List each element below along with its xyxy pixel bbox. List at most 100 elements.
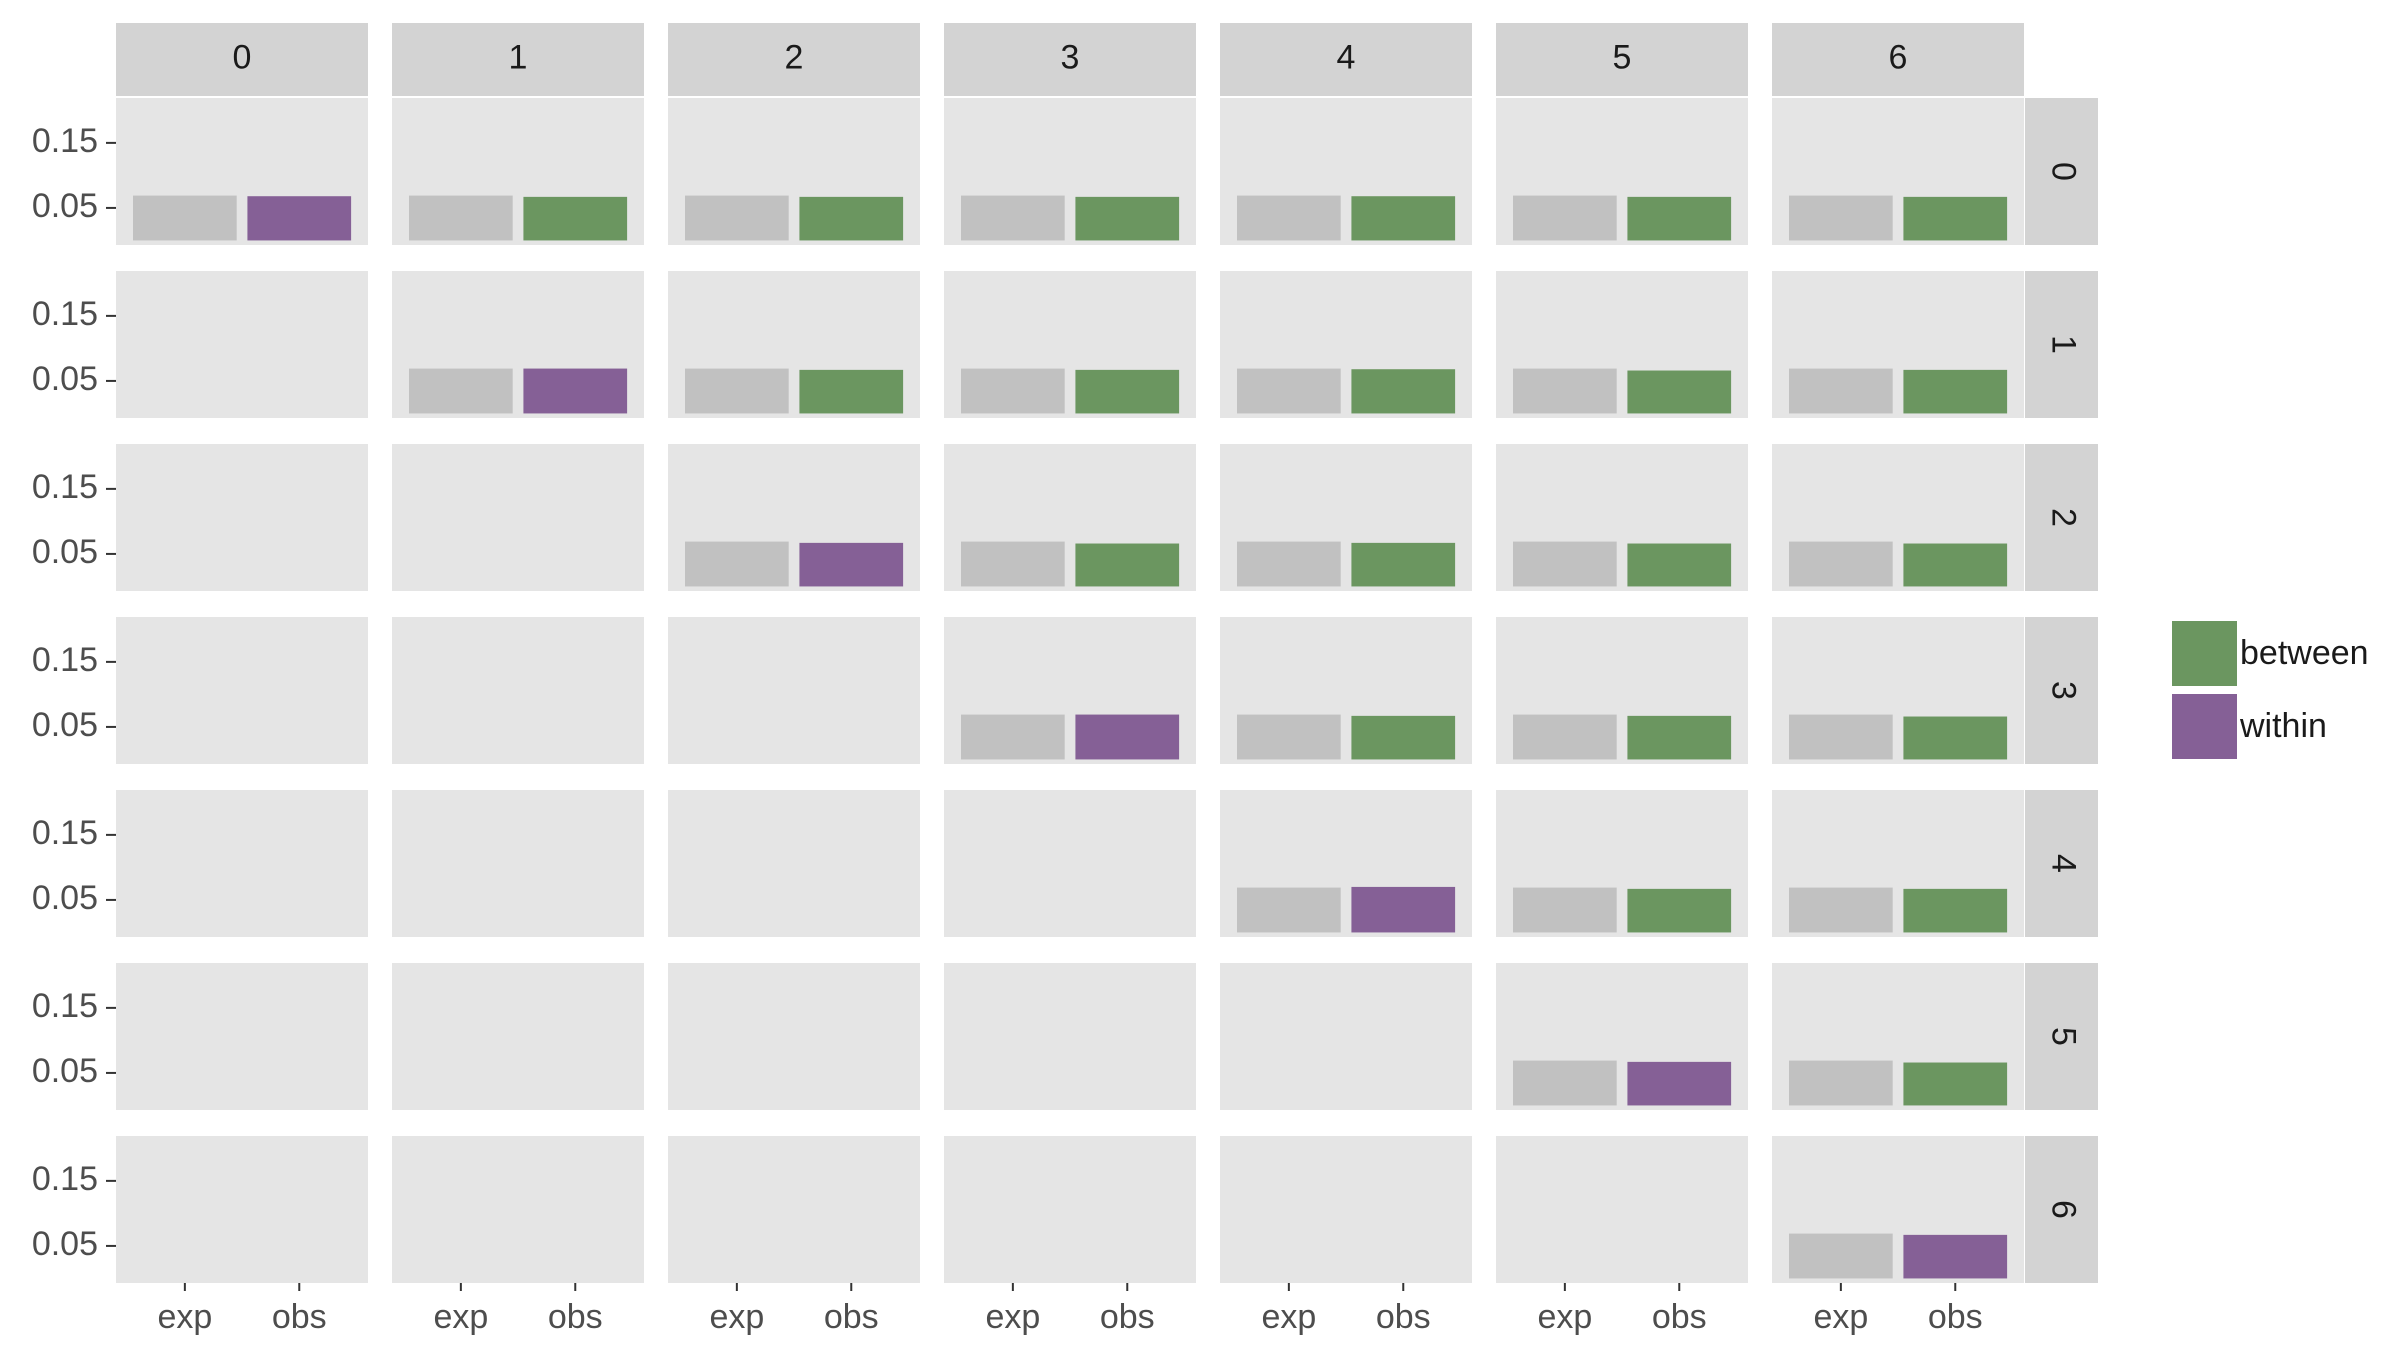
y-tick-label: 0.05: [32, 879, 98, 917]
panel: [944, 963, 1196, 1110]
bar: [1789, 541, 1893, 587]
panel: [1220, 963, 1472, 1110]
bar: [1351, 886, 1456, 933]
row-label: 5: [2045, 1027, 2083, 1046]
bar: [1789, 368, 1893, 414]
row-label: 1: [2045, 335, 2083, 354]
bar: [1789, 1233, 1893, 1279]
bar: [1903, 716, 2008, 760]
x-tick-label: obs: [1376, 1298, 1431, 1336]
x-tick-label: exp: [985, 1298, 1040, 1336]
bar: [1789, 887, 1893, 933]
bar: [1351, 196, 1456, 241]
panel: [392, 790, 644, 937]
bar: [1513, 541, 1617, 587]
bar: [1513, 1060, 1617, 1106]
panel: [116, 963, 368, 1110]
column-label: 2: [785, 38, 804, 76]
bar: [961, 368, 1065, 414]
bar: [685, 368, 789, 414]
bar: [1903, 369, 2008, 414]
bar: [1237, 195, 1341, 241]
bar: [961, 541, 1065, 587]
bar: [685, 541, 789, 587]
panel: [392, 963, 644, 1110]
x-tick-label: obs: [824, 1298, 879, 1336]
column-label: 3: [1061, 38, 1080, 76]
panel: [668, 963, 920, 1110]
y-tick-label: 0.05: [32, 706, 98, 744]
x-tick-label: exp: [433, 1298, 488, 1336]
y-tick-label: 0.15: [32, 122, 98, 160]
panel: [668, 1136, 920, 1283]
x-tick-label: obs: [1928, 1298, 1983, 1336]
panel: [116, 1136, 368, 1283]
x-tick-label: obs: [272, 1298, 327, 1336]
bar: [1789, 1060, 1893, 1106]
x-tick-label: exp: [709, 1298, 764, 1336]
bar: [961, 714, 1065, 760]
row-strip: [2025, 963, 2098, 1110]
bar: [1513, 368, 1617, 414]
bar: [1627, 888, 1732, 933]
y-tick-label: 0.15: [32, 641, 98, 679]
panel: [116, 790, 368, 937]
bar: [1237, 368, 1341, 414]
panel: [668, 617, 920, 764]
bar: [1903, 196, 2008, 241]
bar: [1903, 888, 2008, 933]
bar: [799, 369, 904, 414]
bar: [1075, 543, 1180, 587]
bar: [1513, 195, 1617, 241]
bar: [1237, 887, 1341, 933]
x-tick-label: obs: [548, 1298, 603, 1336]
bar: [1237, 714, 1341, 760]
bar: [1075, 714, 1180, 760]
column-label: 4: [1337, 38, 1356, 76]
y-tick-label: 0.15: [32, 295, 98, 333]
panel: [944, 1136, 1196, 1283]
row-label: 0: [2045, 162, 2083, 181]
panel: [1220, 1136, 1472, 1283]
bar: [1627, 1061, 1732, 1106]
bar: [1351, 542, 1456, 587]
legend-label: within: [2239, 707, 2327, 745]
bar: [1903, 543, 2008, 587]
x-tick-label: exp: [1537, 1298, 1592, 1336]
bar: [523, 368, 628, 414]
row-strip: [2025, 790, 2098, 937]
legend-key: [2172, 621, 2237, 686]
row-strip: [2025, 444, 2098, 591]
row-strip: [2025, 1136, 2098, 1283]
panel: [116, 617, 368, 764]
y-tick-label: 0.05: [32, 360, 98, 398]
legend-key: [2172, 694, 2237, 759]
panel: [392, 617, 644, 764]
row-label: 4: [2045, 854, 2083, 873]
panel: [668, 790, 920, 937]
column-label: 1: [509, 38, 528, 76]
bar: [1627, 370, 1732, 414]
bar: [1351, 715, 1456, 760]
bar: [799, 542, 904, 587]
bar: [409, 195, 513, 241]
y-tick-label: 0.15: [32, 468, 98, 506]
bar: [1075, 196, 1180, 241]
bar: [1903, 1234, 2008, 1279]
bar: [1237, 541, 1341, 587]
column-label: 0: [233, 38, 252, 76]
row-strip: [2025, 617, 2098, 764]
bar: [1903, 1062, 2008, 1106]
column-strip: [116, 23, 368, 96]
bar: [1075, 369, 1180, 414]
bar: [1351, 369, 1456, 414]
panel: [116, 444, 368, 591]
bar: [1513, 714, 1617, 760]
bar: [1627, 196, 1732, 241]
bar: [409, 368, 513, 414]
y-tick-label: 0.15: [32, 987, 98, 1025]
panel: [1496, 1136, 1748, 1283]
column-strip: [668, 23, 920, 96]
x-tick-label: obs: [1100, 1298, 1155, 1336]
